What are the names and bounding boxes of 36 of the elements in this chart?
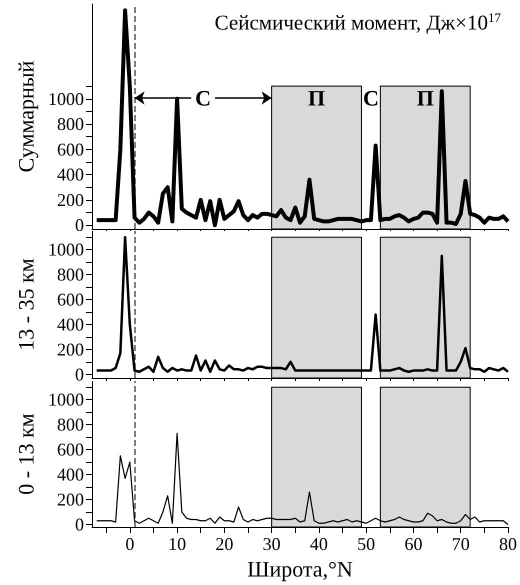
y-tick-label: 800 [57, 264, 84, 285]
annotation: П [416, 86, 434, 110]
y-tick-label: 600 [57, 139, 84, 160]
annotation: С [362, 86, 379, 110]
y-tick-label: 0 [75, 514, 84, 535]
annotation: С [195, 86, 212, 110]
y-tick-label: 400 [57, 464, 84, 485]
y-axis-title: 0 - 13 км [14, 413, 39, 495]
y-tick-label: 0 [75, 215, 84, 236]
y-tick-label: 0 [75, 364, 84, 384]
x-tick-label: 10 [168, 534, 186, 554]
y-tick-label: 200 [57, 490, 84, 510]
x-tick-label: 60 [404, 534, 422, 554]
annotation: П [308, 86, 326, 110]
y-tick-label: 600 [57, 290, 84, 310]
x-axis-title: Широта,°N [247, 556, 353, 582]
y-tick-label: 800 [57, 114, 84, 134]
y-tick-label: 1000 [48, 88, 84, 109]
y-tick-label: 600 [57, 440, 84, 460]
y-tick-label: 200 [57, 339, 84, 360]
x-tick-label: 40 [310, 534, 328, 554]
y-axis-title: Суммарный [14, 60, 39, 172]
line-series [94, 8, 510, 228]
x-tick-label: 70 [452, 534, 470, 554]
x-tick-label: 80 [499, 534, 517, 554]
y-tick-label: 1000 [48, 390, 84, 410]
y-tick-label: 1000 [48, 240, 84, 260]
x-tick-label: 20 [215, 534, 234, 554]
x-tick-label: 30 [262, 534, 281, 554]
y-tick-label: 400 [57, 164, 84, 185]
x-tick-label: 50 [357, 534, 376, 554]
x-tick-label: 0 [125, 534, 134, 554]
y-axis-title: 13 - 35 км [14, 258, 39, 351]
y-tick-label: 800 [57, 414, 84, 435]
y-tick-label: 200 [57, 190, 84, 210]
y-tick-label: 400 [57, 314, 84, 334]
